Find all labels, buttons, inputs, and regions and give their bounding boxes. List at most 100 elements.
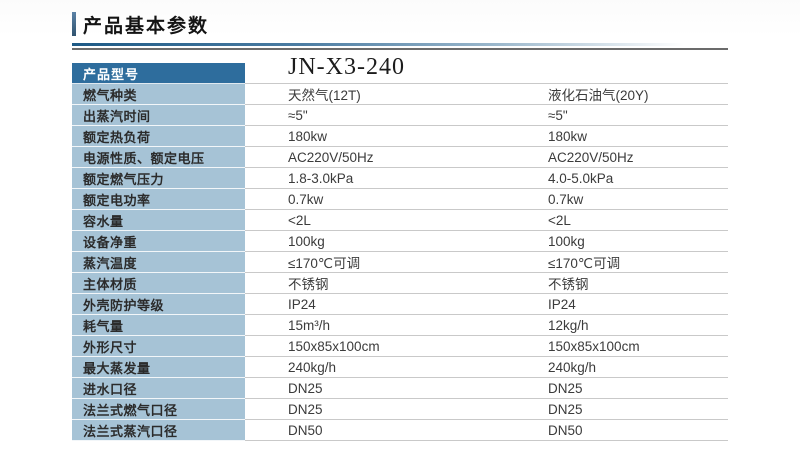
table-row-model: 产品型号 JN-X3-240 — [72, 54, 728, 84]
row-value-natural-gas: DN25 — [288, 380, 323, 396]
row-label: 额定燃气压力 — [72, 168, 245, 189]
table-row: 出蒸汽时间 ≈5" ≈5" — [72, 105, 728, 126]
row-label: 容水量 — [72, 210, 245, 231]
row-value-natural-gas: 不锈钢 — [288, 277, 329, 292]
row-values: 100kg 100kg — [245, 231, 728, 252]
table-row: 主体材质 不锈钢 不锈钢 — [72, 273, 728, 294]
row-label: 进水口径 — [72, 378, 245, 399]
spec-rows: 燃气种类 天然气(12T) 液化石油气(20Y) 出蒸汽时间 ≈5" ≈5" 额… — [72, 84, 728, 441]
row-values: DN25 DN25 — [245, 399, 728, 420]
row-value-lpg: 4.0-5.0kPa — [548, 170, 614, 186]
row-value-lpg: 不锈钢 — [548, 277, 589, 292]
row-label: 主体材质 — [72, 273, 245, 294]
title-underline-gray — [72, 48, 728, 50]
row-label: 额定电功率 — [72, 189, 245, 210]
table-row: 额定热负荷 180kw 180kw — [72, 126, 728, 147]
page-title: 产品基本参数 — [83, 15, 210, 37]
row-value-lpg: 180kw — [548, 128, 588, 144]
row-value-lpg: 100kg — [548, 233, 585, 249]
row-value-lpg: 12kg/h — [548, 317, 589, 333]
row-label: 设备净重 — [72, 231, 245, 252]
row-value-lpg: DN25 — [548, 401, 583, 417]
row-label: 燃气种类 — [72, 84, 245, 105]
table-row: 外壳防护等级 IP24 IP24 — [72, 294, 728, 315]
table-row: 法兰式燃气口径 DN25 DN25 — [72, 399, 728, 420]
row-values: 150x85x100cm 150x85x100cm — [245, 336, 728, 357]
row-value-lpg: 240kg/h — [548, 359, 597, 375]
row-label: 蒸汽温度 — [72, 252, 245, 273]
table-row: 最大蒸发量 240kg/h 240kg/h — [72, 357, 728, 378]
row-value-natural-gas: DN50 — [288, 422, 323, 438]
row-value-lpg: <2L — [548, 212, 571, 228]
model-value-cell: JN-X3-240 — [245, 54, 548, 83]
title-underline-blue — [72, 43, 730, 46]
row-value-lpg: DN25 — [548, 380, 583, 396]
row-value-natural-gas: DN25 — [288, 401, 323, 417]
row-values: <2L <2L — [245, 210, 728, 231]
table-row: 耗气量 15m³/h 12kg/h — [72, 315, 728, 336]
section-header: 产品基本参数 — [72, 10, 730, 38]
title-accent-bar — [72, 12, 76, 36]
row-values: AC220V/50Hz AC220V/50Hz — [245, 147, 728, 168]
row-value-natural-gas: 100kg — [288, 233, 325, 249]
row-value-lpg: 液化石油气(20Y) — [548, 88, 649, 103]
content-wrapper: 产品基本参数 产品型号 JN-X3-240 燃气种类 天然气(12T) 液化石油… — [72, 10, 730, 441]
row-value-natural-gas: 1.8-3.0kPa — [288, 170, 354, 186]
row-values: JN-X3-240 — [245, 54, 728, 84]
row-values: DN50 DN50 — [245, 420, 728, 441]
row-label: 最大蒸发量 — [72, 357, 245, 378]
row-value-natural-gas: 240kg/h — [288, 359, 337, 375]
table-row: 进水口径 DN25 DN25 — [72, 378, 728, 399]
row-value-lpg: 150x85x100cm — [548, 338, 640, 354]
product-model-number: JN-X3-240 — [288, 53, 405, 80]
row-label: 产品型号 — [72, 63, 245, 84]
row-values: 15m³/h 12kg/h — [245, 315, 728, 336]
table-row: 法兰式蒸汽口径 DN50 DN50 — [72, 420, 728, 441]
table-row: 燃气种类 天然气(12T) 液化石油气(20Y) — [72, 84, 728, 105]
row-label: 耗气量 — [72, 315, 245, 336]
row-value-natural-gas: 0.7kw — [288, 191, 324, 207]
table-row: 设备净重 100kg 100kg — [72, 231, 728, 252]
row-values: 不锈钢 不锈钢 — [245, 273, 728, 294]
row-value-lpg: AC220V/50Hz — [548, 149, 634, 165]
row-label: 外形尺寸 — [72, 336, 245, 357]
row-value-natural-gas: 180kw — [288, 128, 328, 144]
row-label: 出蒸汽时间 — [72, 105, 245, 126]
row-label: 法兰式燃气口径 — [72, 399, 245, 420]
row-values: 180kw 180kw — [245, 126, 728, 147]
table-row: 额定燃气压力 1.8-3.0kPa 4.0-5.0kPa — [72, 168, 728, 189]
row-values: 天然气(12T) 液化石油气(20Y) — [245, 84, 728, 105]
row-value-natural-gas: 15m³/h — [288, 317, 331, 333]
row-value-natural-gas: ≤170℃可调 — [288, 256, 361, 271]
spec-table: 产品型号 JN-X3-240 燃气种类 天然气(12T) 液化石油气(20Y) … — [72, 54, 728, 441]
row-value-lpg: IP24 — [548, 296, 576, 312]
table-row: 蒸汽温度 ≤170℃可调 ≤170℃可调 — [72, 252, 728, 273]
table-row: 额定电功率 0.7kw 0.7kw — [72, 189, 728, 210]
model-value-cell-right — [548, 63, 728, 83]
row-value-lpg: ≤170℃可调 — [548, 256, 621, 271]
row-values: DN25 DN25 — [245, 378, 728, 399]
row-value-lpg: 0.7kw — [548, 191, 584, 207]
row-label: 法兰式蒸汽口径 — [72, 420, 245, 441]
row-value-lpg: DN50 — [548, 422, 583, 438]
table-row: 电源性质、额定电压 AC220V/50Hz AC220V/50Hz — [72, 147, 728, 168]
row-value-natural-gas: ≈5" — [288, 107, 308, 123]
row-values: ≤170℃可调 ≤170℃可调 — [245, 252, 728, 273]
row-values: 0.7kw 0.7kw — [245, 189, 728, 210]
table-row: 容水量 <2L <2L — [72, 210, 728, 231]
row-value-natural-gas: 天然气(12T) — [288, 88, 361, 103]
row-values: 240kg/h 240kg/h — [245, 357, 728, 378]
row-values: ≈5" ≈5" — [245, 105, 728, 126]
row-label: 电源性质、额定电压 — [72, 147, 245, 168]
row-value-lpg: ≈5" — [548, 107, 568, 123]
table-row: 外形尺寸 150x85x100cm 150x85x100cm — [72, 336, 728, 357]
row-values: 1.8-3.0kPa 4.0-5.0kPa — [245, 168, 728, 189]
row-value-natural-gas: AC220V/50Hz — [288, 149, 374, 165]
row-label: 外壳防护等级 — [72, 294, 245, 315]
row-values: IP24 IP24 — [245, 294, 728, 315]
row-label: 额定热负荷 — [72, 126, 245, 147]
row-value-natural-gas: 150x85x100cm — [288, 338, 380, 354]
row-value-natural-gas: IP24 — [288, 296, 316, 312]
row-value-natural-gas: <2L — [288, 212, 311, 228]
